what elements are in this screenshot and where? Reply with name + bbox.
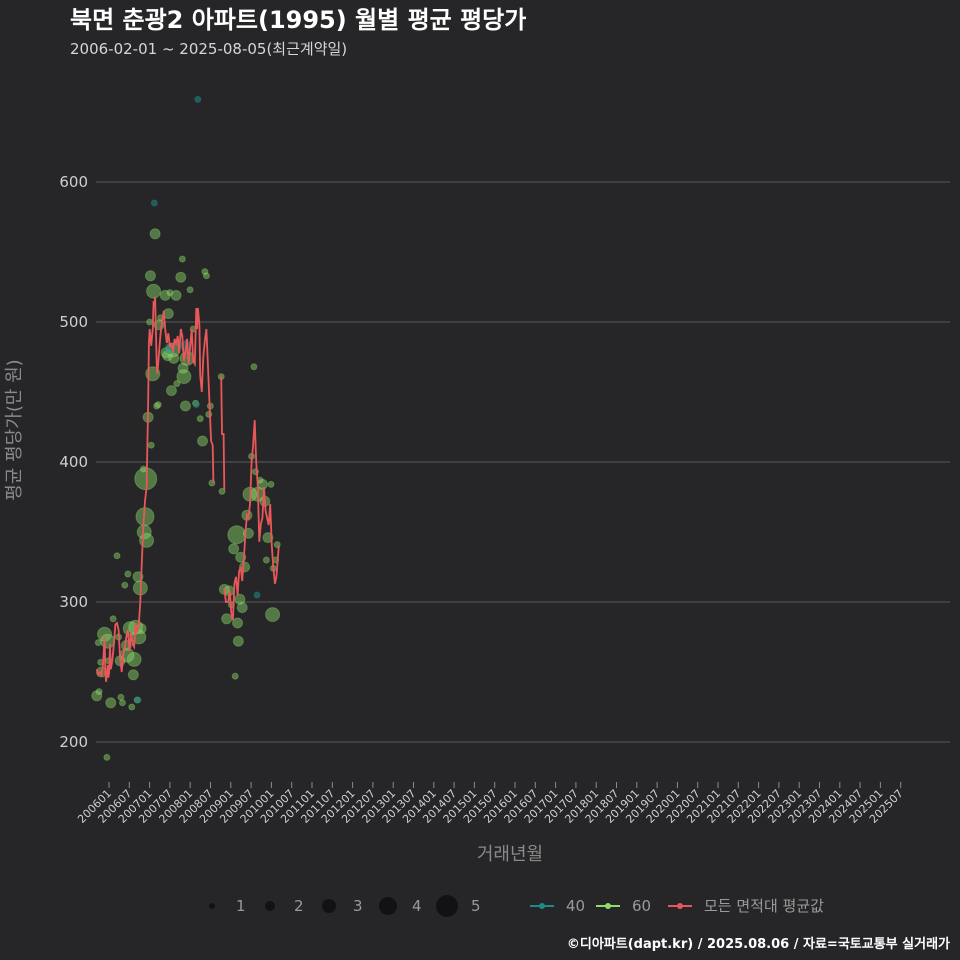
y-tick-label: 500 bbox=[59, 313, 88, 331]
point-60 bbox=[118, 699, 126, 707]
x-axis-title: 거래년월 bbox=[477, 844, 543, 865]
series-legend-dot bbox=[605, 903, 611, 909]
point-60 bbox=[127, 669, 139, 681]
point-60 bbox=[234, 593, 246, 605]
point-60 bbox=[232, 635, 244, 647]
size-legend-circle bbox=[265, 901, 275, 911]
point-60 bbox=[124, 570, 132, 578]
point-40 bbox=[192, 401, 200, 409]
point-60 bbox=[176, 369, 192, 385]
point-60 bbox=[146, 318, 154, 326]
y-tick-label: 600 bbox=[59, 173, 88, 191]
point-60 bbox=[166, 289, 174, 297]
y-axis-title: 평균 평당가(만 원) bbox=[4, 359, 25, 500]
size-legend-label: 5 bbox=[471, 897, 481, 915]
point-60 bbox=[153, 402, 161, 410]
point-40 bbox=[194, 95, 202, 103]
grid bbox=[96, 181, 950, 743]
point-60 bbox=[105, 697, 117, 709]
point-60 bbox=[178, 255, 186, 263]
y-tick-label: 200 bbox=[59, 733, 88, 751]
x-axis-ticks: 2006012006072007012007072008012008072009… bbox=[75, 782, 906, 826]
size-legend-label: 3 bbox=[353, 897, 363, 915]
point-60 bbox=[227, 525, 247, 545]
series-legend-label: 모든 면적대 평균값 bbox=[704, 897, 824, 915]
point-40 bbox=[134, 696, 142, 704]
point-60 bbox=[109, 615, 117, 623]
point-60 bbox=[256, 478, 268, 490]
point-60 bbox=[149, 228, 161, 240]
point-60 bbox=[231, 672, 239, 680]
size-legend-label: 1 bbox=[236, 897, 246, 915]
point-40 bbox=[150, 199, 158, 207]
point-60 bbox=[173, 380, 181, 388]
point-60 bbox=[170, 289, 182, 301]
point-60 bbox=[159, 289, 171, 301]
point-60 bbox=[262, 556, 270, 564]
average-line-segment bbox=[95, 296, 215, 682]
point-60 bbox=[177, 362, 189, 374]
series-legend-dot bbox=[539, 903, 545, 909]
point-60 bbox=[94, 639, 102, 647]
point-60 bbox=[265, 607, 281, 623]
size-legend-label: 2 bbox=[294, 897, 304, 915]
size-legend-circle bbox=[322, 899, 336, 913]
point-60 bbox=[175, 271, 187, 283]
point-60 bbox=[202, 272, 210, 280]
average-line bbox=[95, 296, 280, 682]
point-60 bbox=[196, 415, 204, 423]
point-60 bbox=[154, 401, 162, 409]
point-40 bbox=[253, 591, 261, 599]
size-legend-label: 4 bbox=[412, 897, 422, 915]
point-60 bbox=[100, 633, 116, 649]
point-60 bbox=[103, 753, 111, 761]
point-60 bbox=[201, 268, 209, 276]
y-tick-label: 400 bbox=[59, 453, 88, 471]
legend: 1 2 3 4 5 40 60 모든 면적대 평균값 bbox=[209, 895, 824, 917]
size-legend-circle bbox=[436, 895, 458, 917]
point-60 bbox=[232, 617, 244, 629]
point-60 bbox=[236, 602, 248, 614]
point-60 bbox=[179, 350, 195, 366]
point-60 bbox=[144, 270, 156, 282]
point-60 bbox=[250, 363, 258, 371]
point-60 bbox=[95, 688, 103, 696]
point-60 bbox=[168, 352, 180, 364]
point-60 bbox=[146, 283, 162, 299]
y-tick-label: 300 bbox=[59, 593, 88, 611]
point-60 bbox=[239, 561, 251, 573]
size-legend-circle bbox=[379, 897, 397, 915]
point-60 bbox=[113, 552, 121, 560]
chart-subtitle: 2006-02-01 ~ 2025-08-05(최근계약일) bbox=[70, 40, 347, 58]
point-60 bbox=[126, 651, 142, 667]
point-60 bbox=[147, 441, 155, 449]
chart-title: 북면 춘광2 아파트(1995) 월별 평균 평당가 bbox=[70, 6, 526, 34]
point-60 bbox=[117, 693, 125, 701]
point-60 bbox=[221, 613, 233, 625]
average-line-segment bbox=[220, 375, 226, 491]
point-60 bbox=[128, 703, 136, 711]
point-60 bbox=[186, 286, 194, 294]
series-legend-dot bbox=[677, 903, 683, 909]
point-60 bbox=[262, 532, 274, 544]
point-60 bbox=[228, 543, 240, 555]
size-legend-circle bbox=[209, 903, 215, 909]
point-60 bbox=[91, 690, 103, 702]
point-60 bbox=[197, 435, 209, 447]
average-line-segment bbox=[223, 419, 280, 621]
point-60 bbox=[267, 480, 275, 488]
point-60 bbox=[165, 385, 177, 397]
series-legend-label: 60 bbox=[632, 897, 651, 915]
credit-text: ©디아파트(dapt.kr) / 2025.08.06 / 자료=국토교통부 실… bbox=[567, 936, 950, 952]
point-60 bbox=[179, 400, 191, 412]
y-axis-ticks: 200 300 400 500 600 bbox=[59, 173, 88, 751]
point-60 bbox=[121, 581, 129, 589]
series-legend-label: 40 bbox=[566, 897, 585, 915]
